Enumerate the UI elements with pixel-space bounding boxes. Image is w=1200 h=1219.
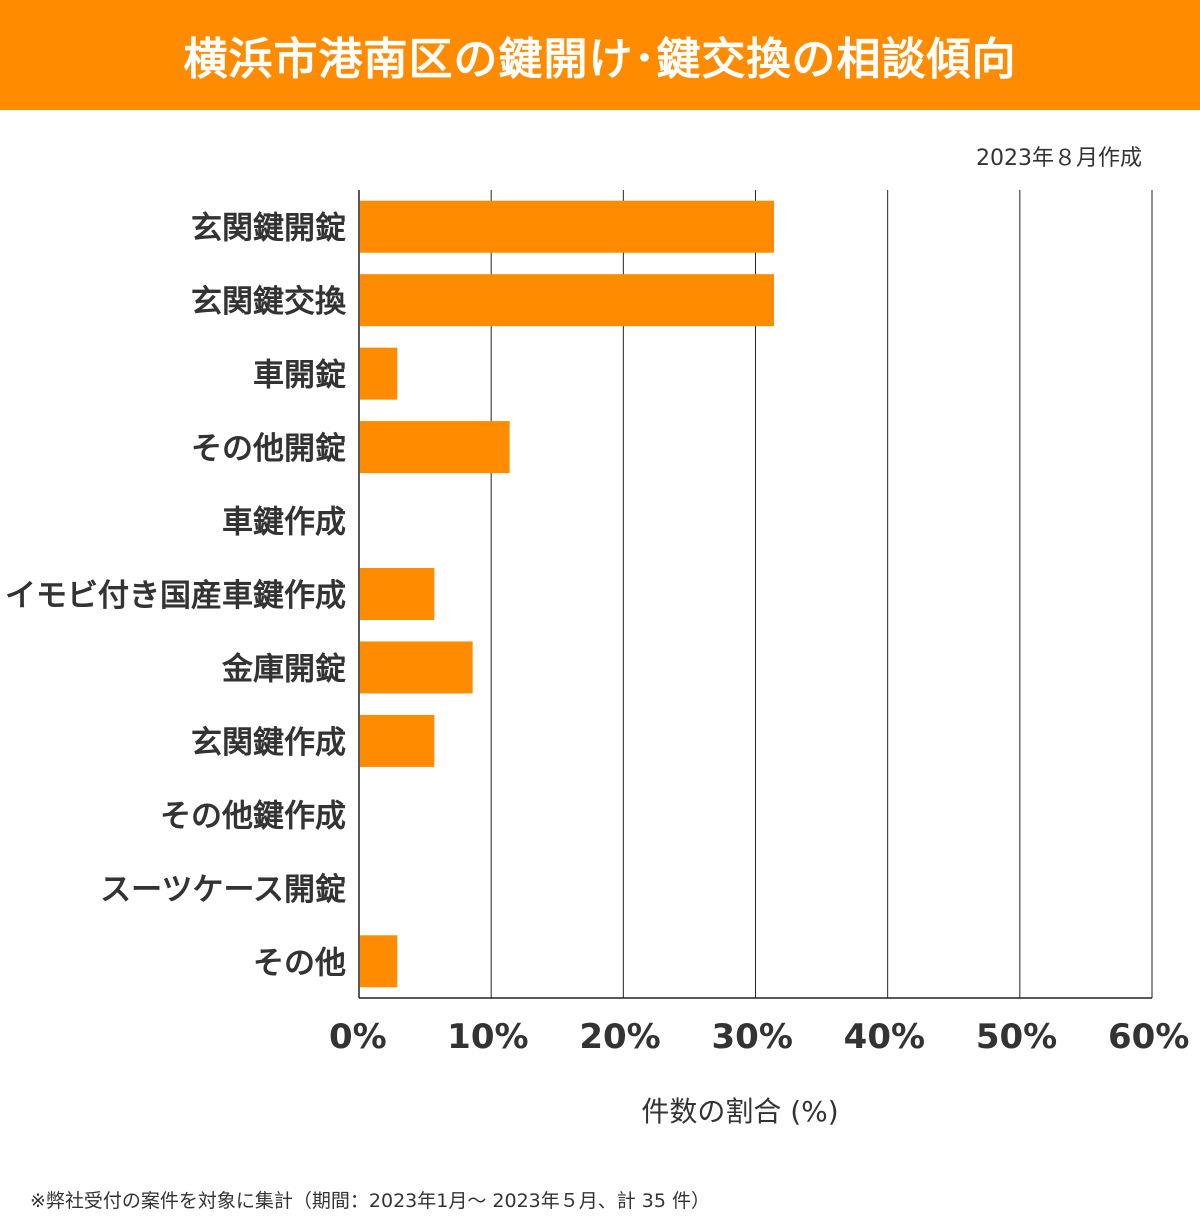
footnote: ※弊社受付の案件を対象に集計（期間：2023年1月～ 2023年５月、計 35 … [30,1190,711,1212]
x-tick-label: 20% [579,1017,660,1057]
chart-title: 横浜市港南区の鍵開け･鍵交換の相談傾向 [183,34,1017,85]
y-category-label: 車鍵作成 [222,505,346,541]
x-tick-label: 10% [447,1017,528,1057]
bar [360,200,775,253]
y-category-label: 玄関鍵開錠 [191,211,346,247]
x-tick-label: 50% [976,1017,1057,1057]
bar [360,274,775,327]
y-category-label: 玄関鍵作成 [191,725,346,761]
y-category-label: 玄関鍵交換 [191,284,347,320]
y-category-label: その他開錠 [191,431,346,467]
x-tick-label: 40% [844,1017,925,1057]
bar [360,347,398,400]
y-category-label: その他 [253,945,346,981]
y-category-label: その他鍵作成 [160,798,346,834]
bar [360,641,473,694]
y-category-label: スーツケース開錠 [100,872,346,908]
x-axis-label: 件数の割合 (%) [641,1095,839,1128]
created-date: 2023年８月作成 [976,146,1142,171]
bar [360,421,510,474]
y-category-label: 金庫開錠 [221,651,346,687]
x-tick-label: 0% [329,1017,387,1057]
x-tick-label: 30% [712,1017,793,1057]
y-category-label: 車開錠 [253,358,346,394]
header-banner: 横浜市港南区の鍵開け･鍵交換の相談傾向 [0,0,1200,110]
bar [360,935,398,988]
bar [360,568,435,620]
bar [360,714,435,767]
y-category-label: イモビ付き国産車鍵作成 [5,578,346,614]
x-tick-label: 60% [1108,1017,1189,1057]
